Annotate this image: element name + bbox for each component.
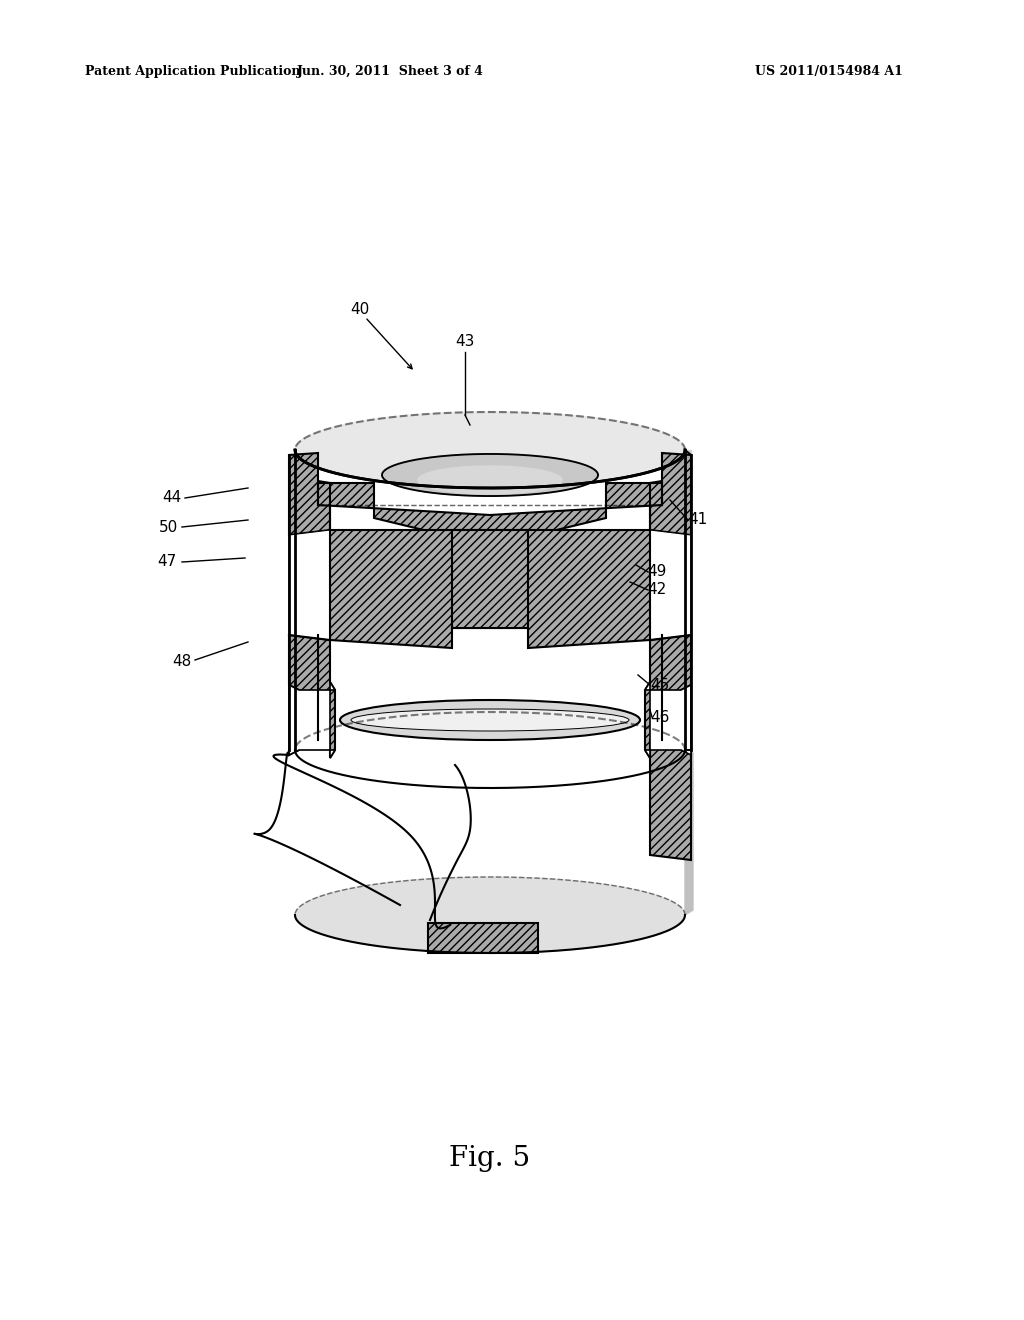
Polygon shape — [645, 635, 691, 758]
Text: 49: 49 — [647, 565, 667, 579]
Text: 48: 48 — [172, 655, 191, 669]
Polygon shape — [685, 750, 693, 915]
Text: 46: 46 — [650, 710, 670, 725]
Text: Patent Application Publication: Patent Application Publication — [85, 65, 300, 78]
Text: 50: 50 — [159, 520, 177, 535]
Text: 47: 47 — [158, 554, 176, 569]
Polygon shape — [295, 412, 685, 488]
Polygon shape — [289, 453, 330, 535]
Polygon shape — [295, 412, 685, 488]
Polygon shape — [685, 450, 691, 750]
Text: 44: 44 — [163, 491, 181, 506]
Polygon shape — [382, 454, 598, 496]
Polygon shape — [318, 483, 662, 539]
Polygon shape — [289, 635, 335, 758]
Text: 40: 40 — [350, 302, 370, 318]
Text: 42: 42 — [647, 582, 667, 598]
Ellipse shape — [351, 709, 629, 731]
Polygon shape — [685, 450, 691, 750]
Text: Fig. 5: Fig. 5 — [450, 1144, 530, 1172]
Polygon shape — [650, 531, 691, 640]
Polygon shape — [295, 876, 685, 953]
Polygon shape — [452, 531, 528, 628]
Polygon shape — [330, 531, 650, 648]
Polygon shape — [650, 453, 691, 535]
Polygon shape — [289, 682, 335, 758]
Polygon shape — [650, 741, 691, 861]
Text: 41: 41 — [688, 512, 708, 528]
Text: 45: 45 — [650, 677, 670, 693]
Text: Jun. 30, 2011  Sheet 3 of 4: Jun. 30, 2011 Sheet 3 of 4 — [297, 65, 483, 78]
Polygon shape — [645, 682, 691, 758]
Polygon shape — [418, 466, 562, 494]
Polygon shape — [289, 531, 330, 640]
Ellipse shape — [340, 700, 640, 741]
Text: 43: 43 — [456, 334, 475, 350]
Text: US 2011/0154984 A1: US 2011/0154984 A1 — [755, 65, 903, 78]
Polygon shape — [428, 923, 538, 953]
